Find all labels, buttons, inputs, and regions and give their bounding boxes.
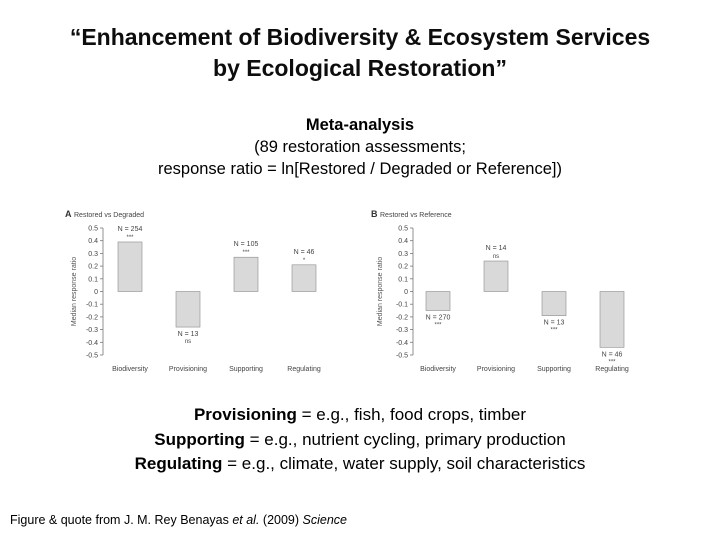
title-line-1: “Enhancement of Biodiversity & Ecosystem… (69, 24, 651, 50)
y-tick-label: -0.5 (86, 353, 98, 360)
y-axis-label: Median response ratio (377, 257, 384, 326)
x-tick-label: Biodiversity (420, 366, 456, 373)
y-tick-label: 0.2 (88, 264, 98, 271)
x-tick-label: Provisioning (477, 366, 515, 373)
chart-panel-a: A Restored vs Degraded Median response rat… (65, 209, 321, 373)
n-label: N = 270 (426, 315, 451, 322)
definition-term: Provisioning (193, 405, 297, 424)
y-tick-label: 0.3 (88, 251, 98, 258)
meta-line-3: response ratio = ln[Restored / Degraded … (157, 160, 562, 178)
y-tick-label: -0.5 (396, 353, 408, 360)
bar-supporting (541, 291, 567, 316)
definition-supporting: Supporting = e.g., nutrient cycling, pri… (0, 428, 720, 453)
x-tick-label: Regulating (287, 366, 321, 373)
n-label: N = 46 (294, 249, 315, 256)
y-tick-label: 0.4 (88, 238, 98, 245)
n-label: N = 14 (486, 245, 507, 252)
definition-provisioning: Provisioning = e.g., fish, food crops, t… (0, 403, 720, 428)
y-tick-label: -0.1 (86, 302, 98, 309)
panel-letter: A (65, 209, 72, 219)
bar-biodiversity (425, 291, 451, 311)
y-tick-label: 0.1 (398, 276, 408, 283)
y-tick-label: -0.2 (86, 314, 98, 321)
x-tick-label: Supporting (537, 366, 571, 373)
y-tick-label: -0.4 (86, 340, 98, 347)
y-axis-label: Median response ratio (71, 257, 78, 326)
y-tick-label: 0.1 (88, 276, 98, 283)
n-label: N = 105 (234, 241, 259, 248)
panel-title: Restored vs Degraded (74, 212, 144, 219)
meta-analysis-caption: Meta-analysis (89 restoration assessment… (0, 114, 720, 180)
y-tick-label: -0.3 (396, 327, 408, 334)
x-tick-label: Regulating (595, 366, 629, 373)
y-tick-label: 0.4 (398, 238, 408, 245)
y-tick-label: 0.5 (398, 226, 408, 233)
service-definitions: Provisioning = e.g., fish, food crops, t… (0, 403, 720, 477)
bar-regulating (599, 291, 625, 348)
significance-label: *** (550, 328, 558, 334)
bar-regulating (291, 264, 317, 292)
significance-label: * (303, 258, 306, 264)
credit-etal: et al. (232, 513, 260, 527)
bar-supporting (233, 256, 259, 292)
y-tick-label: -0.1 (396, 302, 408, 309)
x-tick-label: Provisioning (169, 366, 207, 373)
n-label: N = 13 (178, 331, 199, 338)
credit-journal: Science (302, 513, 348, 527)
significance-label: *** (242, 250, 250, 256)
y-tick-label: 0.3 (398, 251, 408, 258)
definition-regulating: Regulating = e.g., climate, water supply… (0, 452, 720, 477)
slide-title: “Enhancement of Biodiversity & Ecosystem… (0, 22, 720, 84)
y-tick-label: -0.4 (396, 340, 408, 347)
x-tick-label: Biodiversity (112, 366, 148, 373)
credit-prefix: Figure & quote from J. M. Rey Benayas (10, 513, 233, 527)
significance-label: ns (185, 339, 191, 345)
significance-label: ns (493, 254, 499, 260)
credit-middle: (2009) (259, 513, 303, 527)
significance-label: *** (608, 359, 616, 365)
bar-provisioning (175, 291, 201, 328)
figure-credit: Figure & quote from J. M. Rey Benayas et… (10, 513, 347, 527)
y-tick-label: -0.3 (86, 327, 98, 334)
definition-term: Supporting (154, 429, 245, 449)
significance-label: *** (126, 235, 134, 241)
y-tick-label: 0.5 (88, 226, 98, 233)
title-line-2: by Ecological Restoration” (213, 55, 507, 81)
bar-provisioning (483, 260, 509, 292)
n-label: N = 46 (602, 351, 623, 358)
panel-letter: B (371, 209, 378, 219)
bar-biodiversity (117, 241, 143, 292)
x-tick-label: Supporting (229, 366, 263, 373)
definition-term: Regulating (134, 454, 223, 473)
panel-title: Restored vs Reference (380, 212, 452, 219)
definition-text: = e.g., nutrient cycling, primary produc… (244, 429, 566, 449)
definition-text: = e.g., fish, food crops, timber (296, 405, 527, 424)
meta-heading: Meta-analysis (305, 116, 415, 134)
significance-label: *** (434, 323, 442, 329)
y-tick-label: 0.2 (398, 264, 408, 271)
y-tick-label: 0 (404, 289, 408, 296)
n-label: N = 13 (544, 320, 565, 327)
meta-line-2: (89 restoration assessments; (254, 138, 466, 156)
chart-panel-b: B Restored vs Reference Median response ra… (371, 209, 629, 373)
y-tick-label: -0.2 (396, 314, 408, 321)
n-label: N = 254 (118, 226, 143, 233)
y-tick-label: 0 (94, 289, 98, 296)
definition-text: = e.g., climate, water supply, soil char… (222, 454, 586, 473)
